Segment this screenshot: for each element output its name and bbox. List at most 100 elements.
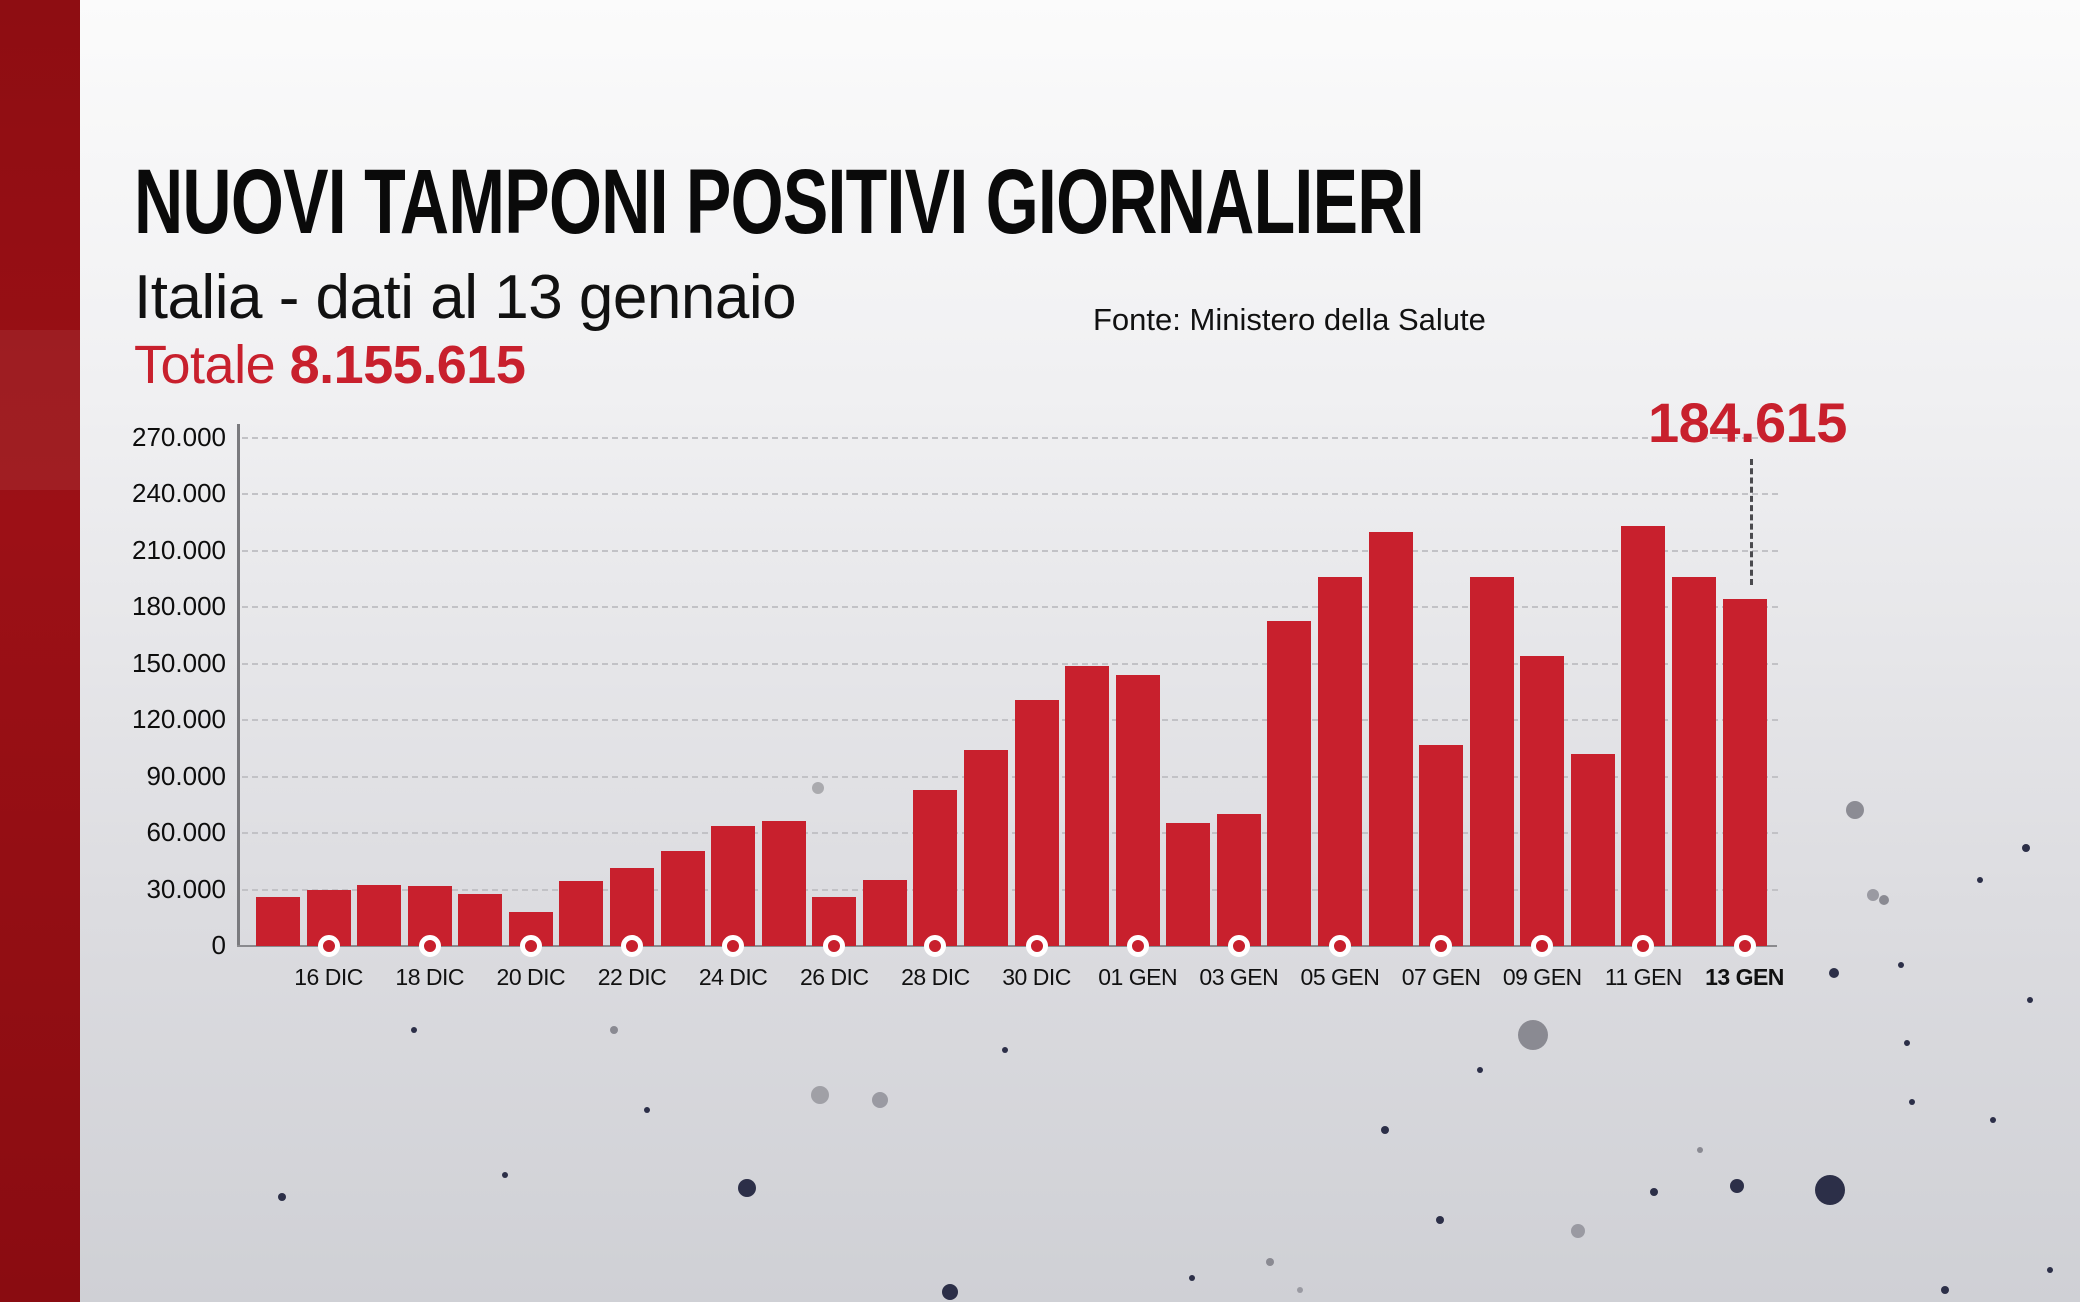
- bar: [1419, 744, 1464, 946]
- total-label: Totale: [134, 335, 276, 395]
- background-particle: [2047, 1267, 2053, 1273]
- background-particle: [1730, 1179, 1744, 1193]
- x-tick-marker: [1328, 935, 1351, 957]
- bar: [1166, 822, 1211, 946]
- x-tick-marker: [519, 935, 542, 957]
- x-tick-label: 30 DIC: [1002, 964, 1071, 990]
- background-particle: [1002, 1047, 1008, 1053]
- x-tick-label: 24 DIC: [698, 964, 768, 990]
- background-particle: [1697, 1147, 1703, 1153]
- background-particle: [812, 782, 824, 794]
- x-tick-label: 20 DIC: [496, 964, 566, 990]
- background-particle: [411, 1027, 417, 1033]
- bar: [1722, 598, 1767, 946]
- background-particle: [1904, 1040, 1910, 1046]
- background-particle: [872, 1092, 888, 1108]
- bar: [963, 750, 1008, 946]
- x-tick-label: 09 GEN: [1502, 964, 1582, 990]
- grid-line: [242, 662, 1778, 665]
- x-tick-label: 26 DIC: [799, 964, 869, 990]
- total-line: Totale 8.155.615: [134, 334, 526, 396]
- x-axis-line: [237, 945, 1777, 947]
- grid-line: [242, 493, 1778, 496]
- bar: [862, 879, 907, 946]
- background-particle: [1867, 889, 1879, 901]
- background-particle: [1898, 962, 1904, 968]
- grid-line: [242, 832, 1778, 835]
- y-tick-label: 0: [211, 930, 226, 960]
- background-particle: [1650, 1188, 1658, 1196]
- side-band-sheen: [0, 330, 80, 490]
- bar: [1014, 699, 1059, 946]
- background-particle: [1477, 1067, 1483, 1073]
- y-tick-label: 30.000: [146, 873, 226, 904]
- background-particle: [1436, 1216, 1444, 1224]
- bar: [761, 821, 806, 946]
- background-particle: [502, 1172, 508, 1178]
- background-particle: [811, 1086, 829, 1104]
- bar: [1621, 526, 1666, 946]
- background-particle: [1189, 1275, 1195, 1281]
- bar: [711, 825, 756, 946]
- x-tick-marker: [1733, 935, 1756, 957]
- grid-line: [242, 888, 1778, 891]
- background-particle: [738, 1179, 756, 1197]
- side-band: [0, 0, 80, 1302]
- y-tick-label: 120.000: [132, 704, 226, 735]
- x-tick-marker: [1632, 935, 1655, 957]
- x-tick-marker: [1430, 935, 1453, 957]
- bar: [458, 894, 503, 946]
- x-tick-label: 05 GEN: [1300, 964, 1380, 990]
- bar: [559, 881, 604, 946]
- x-tick-label: 07 GEN: [1401, 964, 1481, 990]
- x-tick-label: 13 GEN: [1705, 964, 1784, 990]
- background-particle: [2027, 997, 2033, 1003]
- y-tick-label: 180.000: [132, 591, 226, 622]
- bar: [609, 867, 654, 946]
- background-particle: [942, 1284, 958, 1300]
- background-particle: [2022, 844, 2030, 852]
- background-particle: [1990, 1117, 1996, 1123]
- total-value: 8.155.615: [289, 335, 526, 395]
- source-note: Fonte: Ministero della Salute: [1093, 302, 1486, 337]
- bar: [1115, 675, 1160, 946]
- y-tick-label: 240.000: [132, 478, 226, 509]
- background-particle: [644, 1107, 650, 1113]
- x-tick-label: 11 GEN: [1604, 964, 1683, 990]
- background-particle: [1266, 1258, 1274, 1266]
- background-particle: [1879, 895, 1889, 905]
- bar: [913, 789, 958, 946]
- bar: [1317, 577, 1362, 946]
- x-tick-marker: [1126, 935, 1149, 957]
- bar: [1216, 813, 1261, 946]
- bar: [1520, 656, 1565, 946]
- background-particle: [1297, 1287, 1303, 1293]
- background-particle: [1829, 968, 1839, 978]
- grid-line: [242, 606, 1778, 609]
- x-tick-label: 16 DIC: [294, 964, 363, 990]
- bar: [1368, 532, 1413, 946]
- bar: [357, 885, 402, 946]
- y-tick-label: 60.000: [146, 817, 226, 848]
- x-tick-marker: [1531, 935, 1554, 957]
- background-particle: [1846, 801, 1864, 819]
- background-particle: [1571, 1224, 1585, 1238]
- bar: [256, 897, 300, 946]
- chart-subtitle: Italia - dati al 13 gennaio: [134, 263, 797, 332]
- grid-line: [242, 437, 1778, 439]
- bar: [1671, 577, 1716, 946]
- chart-title: NUOVI TAMPONI POSITIVI GIORNALIERI: [134, 151, 1425, 253]
- x-tick-marker: [317, 935, 340, 957]
- x-tick-marker: [1025, 935, 1048, 957]
- x-tick-label: 28 DIC: [901, 964, 970, 990]
- bar: [1267, 620, 1312, 946]
- background-particle: [610, 1026, 618, 1034]
- x-tick-label: 22 DIC: [597, 964, 667, 990]
- bar: [1065, 665, 1110, 946]
- grid-line: [242, 775, 1778, 778]
- x-tick-label: 03 GEN: [1199, 964, 1279, 990]
- annotation-value: 184.615: [1648, 391, 1847, 454]
- background-particle: [1381, 1126, 1389, 1134]
- y-tick-label: 150.000: [132, 647, 226, 678]
